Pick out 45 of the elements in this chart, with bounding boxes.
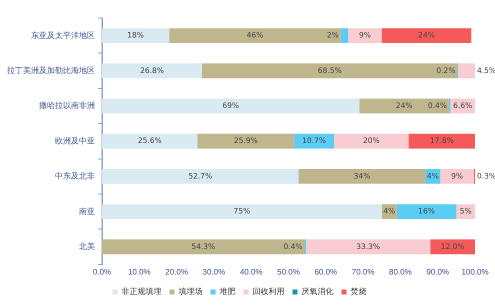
bar bbox=[396, 204, 456, 219]
x-tick-label: 0.0% bbox=[92, 267, 112, 276]
bar bbox=[102, 239, 305, 254]
legend-label: 非正规填埋 bbox=[122, 287, 162, 296]
bar bbox=[458, 63, 475, 78]
x-tick-label: 20.0% bbox=[165, 267, 188, 276]
x-tick-label: 30.0% bbox=[202, 267, 226, 276]
legend-label: 焚烧 bbox=[350, 287, 366, 296]
legend-label: 厌氧消化 bbox=[302, 287, 334, 296]
bar bbox=[169, 28, 341, 43]
bar bbox=[340, 28, 348, 43]
bar bbox=[102, 169, 299, 184]
bar bbox=[197, 134, 294, 149]
bar bbox=[102, 28, 170, 43]
y-tick-label: 中东及北非 bbox=[55, 172, 95, 181]
bar bbox=[359, 98, 449, 114]
bar bbox=[102, 134, 198, 149]
x-tick-label: 80.0% bbox=[389, 267, 412, 276]
bar bbox=[298, 169, 426, 184]
y-tick-label: 南亚 bbox=[79, 206, 95, 216]
legend-label: 堆肥 bbox=[218, 287, 236, 296]
x-tick-label: 10.0% bbox=[128, 267, 151, 276]
bar bbox=[408, 134, 475, 149]
x-tick-label: 60.0% bbox=[314, 267, 338, 276]
x-tick-label: 50.0% bbox=[277, 267, 300, 276]
y-tick-label: 撒哈拉以南非洲 bbox=[39, 101, 95, 110]
bar bbox=[202, 63, 458, 78]
x-tick-label: 40.0% bbox=[240, 267, 263, 276]
x-tick-label: 70.0% bbox=[352, 267, 374, 276]
y-tick-label: 北美 bbox=[79, 242, 95, 252]
bar bbox=[102, 63, 202, 78]
y-tick-label: 东亚及太平洋地区 bbox=[31, 30, 95, 40]
bar bbox=[348, 28, 382, 43]
legend-label: 回收利用 bbox=[252, 287, 284, 296]
bar bbox=[334, 134, 409, 149]
y-tick-label: 拉丁美洲及加勒比海地区 bbox=[7, 66, 95, 76]
bar bbox=[382, 28, 472, 43]
bar bbox=[306, 239, 430, 254]
legend-label: 填埋场 bbox=[178, 287, 202, 296]
y-tick-label: 欧洲及中亚 bbox=[55, 136, 95, 146]
bar bbox=[440, 169, 474, 184]
bar bbox=[102, 204, 382, 219]
bar bbox=[102, 98, 360, 114]
x-tick-label: 100.0% bbox=[461, 267, 489, 276]
x-tick-label: 90.0% bbox=[426, 267, 450, 276]
